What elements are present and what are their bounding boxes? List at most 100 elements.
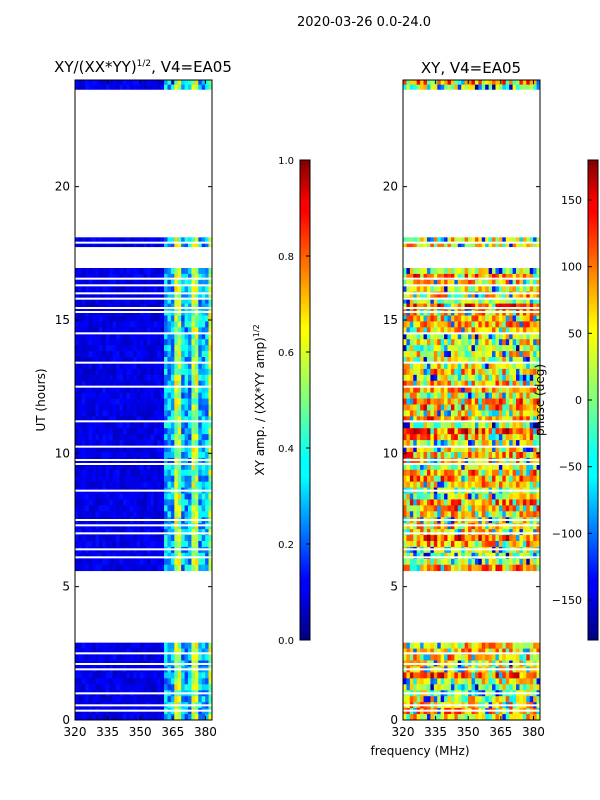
heatmap-cell — [536, 315, 540, 322]
heatmap-cell — [205, 362, 209, 370]
heatmap-cell — [160, 552, 165, 560]
heatmap-cell — [208, 242, 212, 248]
heatmap-cell — [526, 440, 531, 447]
heatmap-cell — [160, 303, 165, 310]
heatmap-cell — [129, 499, 134, 506]
heatmap-cell — [153, 333, 158, 340]
heatmap-cell — [112, 416, 117, 423]
heatmap-cell — [440, 499, 445, 506]
heatmap-cell — [488, 410, 493, 417]
heatmap-cell — [498, 469, 503, 477]
heatmap-cell — [502, 404, 507, 411]
heatmap-cell — [430, 696, 435, 703]
heatmap-cell — [160, 374, 165, 382]
heatmap-cell — [457, 648, 462, 655]
heatmap-cell — [116, 315, 120, 322]
heatmap-cell — [485, 374, 490, 382]
heatmap-cell — [105, 672, 110, 679]
heatmap-cell — [191, 499, 196, 506]
heatmap-cell — [188, 422, 192, 429]
heatmap-cell — [119, 362, 124, 370]
heatmap-cell — [78, 285, 83, 293]
heatmap-cell — [522, 499, 527, 506]
heatmap-cell — [160, 523, 165, 530]
heatmap-cell — [409, 451, 414, 459]
heatmap-cell — [191, 80, 196, 86]
heatmap-cell — [502, 428, 507, 435]
heatmap-cell — [478, 469, 483, 477]
heatmap-cell — [98, 321, 103, 328]
heatmap-cell — [488, 386, 493, 394]
heatmap-cell — [184, 523, 189, 530]
heatmap-cell — [102, 481, 107, 488]
heatmap-cell — [208, 642, 212, 650]
heatmap-cell — [129, 362, 134, 370]
heatmap-cell — [143, 451, 148, 459]
heatmap-cell — [133, 558, 138, 566]
heatmap-cell — [98, 678, 103, 685]
heatmap-cell — [516, 446, 520, 453]
heatmap-cell — [201, 696, 206, 703]
heatmap-cell — [95, 540, 100, 548]
heatmap-cell — [205, 540, 209, 548]
heatmap-cell — [519, 327, 524, 334]
heatmap-cell — [468, 422, 472, 429]
heatmap-cell — [198, 535, 203, 542]
heatmap-cell — [191, 446, 196, 453]
heatmap-cell — [105, 273, 110, 281]
heatmap-cell — [447, 457, 452, 465]
heatmap-cell — [140, 564, 144, 572]
heatmap-cell — [194, 684, 199, 691]
heatmap-cell — [157, 351, 162, 358]
heatmap-cell — [450, 446, 455, 453]
heatmap-cell — [98, 315, 103, 322]
heatmap-cell — [112, 268, 117, 275]
heatmap-cell — [433, 696, 438, 703]
heatmap-cell — [420, 654, 424, 661]
heatmap-cell — [457, 672, 462, 679]
heatmap-cell — [157, 357, 162, 364]
heatmap-cell — [164, 321, 168, 328]
heatmap-cell — [529, 416, 534, 423]
heatmap-cell — [81, 321, 86, 328]
heatmap-cell — [194, 654, 199, 661]
heatmap-cell — [181, 463, 185, 471]
heatmap-cell — [167, 672, 172, 679]
heatmap-cell — [516, 499, 520, 506]
heatmap-cell — [461, 457, 466, 465]
heatmap-cell — [498, 357, 503, 364]
heatmap-cell — [416, 511, 421, 518]
heatmap-cell — [403, 315, 407, 322]
heatmap-cell — [498, 434, 503, 441]
heatmap-cell — [464, 648, 469, 655]
heatmap-cell — [150, 434, 155, 441]
heatmap-cell — [95, 469, 100, 477]
heatmap-cell — [153, 475, 158, 483]
heatmap-cell — [430, 475, 435, 483]
heatmap-cell — [174, 285, 179, 293]
heatmap-cell — [488, 499, 493, 506]
heatmap-cell — [126, 529, 131, 536]
heatmap-cell — [92, 242, 96, 248]
heatmap-cell — [198, 416, 203, 423]
heatmap-cell — [416, 368, 421, 376]
heatmap-cell — [454, 321, 459, 328]
heatmap-cell — [505, 374, 510, 382]
heatmap-cell — [170, 84, 175, 90]
heatmap-cell — [191, 285, 196, 293]
heatmap-cell — [437, 493, 442, 500]
heatmap-cell — [150, 714, 155, 720]
heatmap-cell — [522, 351, 527, 358]
heatmap-cell — [112, 529, 117, 536]
heatmap-cell — [526, 428, 531, 435]
heatmap-cell — [201, 279, 206, 287]
heatmap-cell — [184, 493, 189, 500]
heatmap-cell — [133, 678, 138, 685]
heatmap-cell — [406, 714, 411, 720]
heatmap-cell — [461, 714, 466, 720]
heatmap-cell — [88, 386, 93, 394]
heatmap-cell — [98, 654, 103, 661]
heatmap-cell — [413, 285, 418, 293]
heatmap-cell — [92, 339, 96, 346]
heatmap-cell — [191, 511, 196, 518]
